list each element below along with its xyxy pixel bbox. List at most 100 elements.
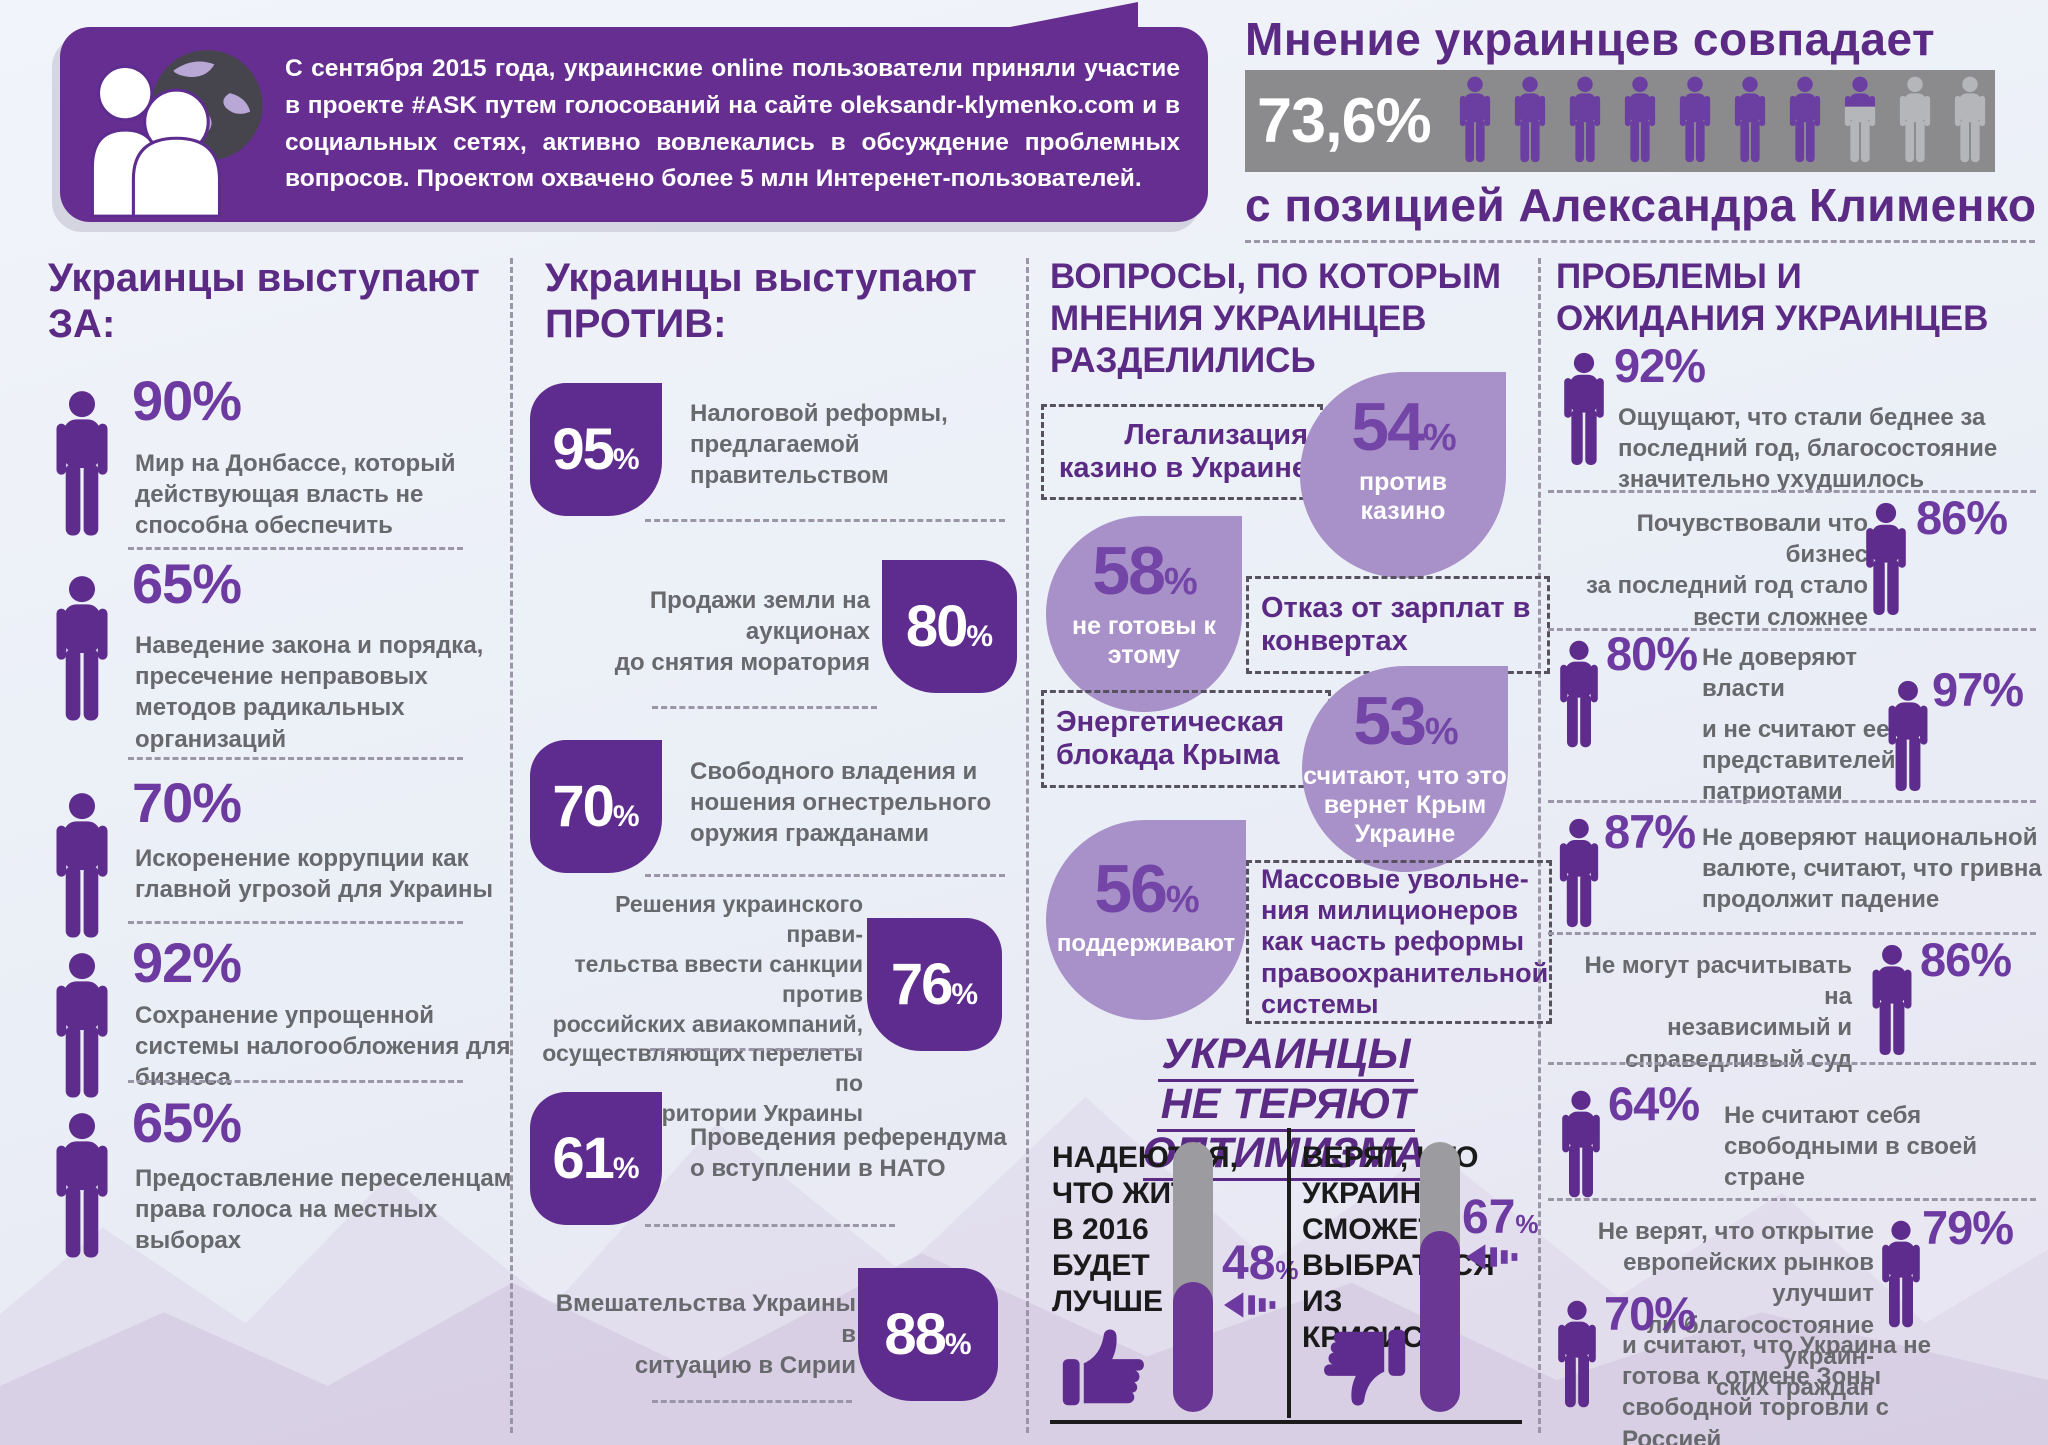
- optimism-right-percent: 67%: [1462, 1191, 1539, 1244]
- percent-sign: %: [612, 442, 640, 476]
- protiv-percent: 88: [884, 1302, 946, 1367]
- optimism-right-gauge: [1420, 1142, 1460, 1412]
- protiv-text: Вмешательства Украины в ситуацию в Сирии: [555, 1290, 856, 1380]
- person-icon: [1950, 76, 1990, 166]
- thumb-down-icon: [1305, 1315, 1413, 1420]
- person-icon: [1858, 502, 1914, 620]
- split-percent: 54%: [1351, 389, 1456, 465]
- percent-sign: %: [944, 1327, 972, 1361]
- match-percent-bar: 73,6%: [1245, 70, 1995, 172]
- problem-text: Не считают себя свободными в своей стран…: [1724, 1102, 1977, 1192]
- protiv-stat-shape: 70%: [530, 740, 662, 873]
- separator: [1548, 800, 2036, 803]
- person-icon: [1552, 818, 1606, 932]
- separator: [1548, 490, 2036, 493]
- za-percent: 70%: [132, 771, 242, 834]
- problem-text: Ощущают, что стали беднее за последний г…: [1618, 404, 1998, 494]
- person-icon: [1730, 76, 1770, 166]
- person-icon-partial: [1840, 76, 1880, 166]
- protiv-stat-shape: 76%: [867, 918, 1002, 1051]
- person-icon: [1565, 76, 1605, 166]
- separator: [652, 706, 877, 709]
- people-pictogram: [1455, 76, 1990, 166]
- percent-sign: %: [951, 977, 979, 1011]
- person-icon: [1840, 76, 1880, 107]
- separator: [645, 519, 1005, 522]
- column-divider: [510, 258, 513, 1433]
- separator: [652, 1400, 852, 1403]
- person-icon: [1785, 76, 1825, 166]
- za-percent: 65%: [132, 552, 242, 615]
- person-icon: [1675, 76, 1715, 166]
- percent-sign: %: [612, 1151, 640, 1185]
- match-percent-value: 73,6%: [1257, 86, 1432, 156]
- separator: [1548, 628, 2036, 631]
- za-text: Сохранение упрощенной системы налогообло…: [135, 1002, 511, 1092]
- protiv-percent: 80: [905, 594, 968, 659]
- percent-sign: %: [966, 619, 994, 653]
- za-text: Наведение закона и порядка, пресечение н…: [135, 632, 484, 753]
- protiv-percent: 76: [890, 952, 953, 1017]
- protiv-text: Свободного владения и ношения огнестрель…: [690, 758, 992, 848]
- column-divider: [1538, 258, 1541, 1433]
- split-percent: 56%: [1094, 851, 1199, 927]
- column-divider: [1026, 258, 1029, 1433]
- person-icon: [1895, 76, 1935, 166]
- intro-text: С сентября 2015 года, украинские online …: [285, 55, 1180, 193]
- split-question-box: Массовые увольне- ния милиционеров как ч…: [1246, 860, 1552, 1024]
- protiv-percent: 61: [552, 1126, 614, 1191]
- person-icon: [1620, 76, 1660, 166]
- person-icon: [1880, 680, 1936, 796]
- person-icon: [1556, 352, 1612, 470]
- person-icon: [46, 575, 118, 727]
- za-percent: 90%: [132, 369, 242, 432]
- protiv-text: Продажи земли на аукционах до снятия мор…: [614, 587, 870, 677]
- person-icon: [46, 792, 118, 944]
- split-label: против казино: [1358, 468, 1447, 525]
- person-icon: [46, 1112, 118, 1264]
- person-icon: [1864, 944, 1920, 1060]
- gauge-fill: [1173, 1282, 1213, 1412]
- col-za-title: Украинцы выступают ЗА:: [48, 256, 480, 346]
- problem-percent: 70%: [1604, 1287, 1696, 1340]
- percent-sign: %: [612, 799, 640, 833]
- problem-text: и считают, что Украина не готова к отмен…: [1622, 1332, 1931, 1445]
- problem-percent: 97%: [1932, 663, 2024, 716]
- za-percent: 92%: [132, 931, 242, 994]
- problem-percent: 87%: [1604, 805, 1696, 858]
- gauge-fill: [1420, 1231, 1460, 1412]
- split-stat-circle: 56% поддерживают: [1046, 820, 1246, 1020]
- split-label: поддерживают: [1056, 930, 1236, 957]
- problem-text: Не могут расчитывать на независимый и сп…: [1584, 952, 1852, 1073]
- optimism-title-line1: УКРАИНЦЫ: [1040, 1030, 1532, 1082]
- optimism-divider: [1287, 1128, 1291, 1418]
- person-icon: [1554, 1090, 1608, 1202]
- person-icon: [1552, 640, 1606, 752]
- separator: [128, 757, 463, 760]
- za-text: Искоренение коррупции как главной угрозо…: [135, 845, 494, 904]
- protiv-text: Проведения референдума о вступлении в НА…: [690, 1124, 1007, 1183]
- split-label: не готовы к этому: [1071, 612, 1217, 669]
- split-stat-circle: 58% не готовы к этому: [1046, 516, 1242, 712]
- optimism-left-percent: 48%: [1222, 1237, 1299, 1290]
- person-icon: [1510, 76, 1550, 166]
- split-question-box: Легализация казино в Украине: [1041, 404, 1323, 500]
- problem-percent: 79%: [1922, 1201, 2014, 1254]
- za-percent: 65%: [132, 1091, 242, 1154]
- split-question-box: Энергетическая блокада Крыма: [1041, 690, 1331, 788]
- protiv-stat-shape: 61%: [530, 1092, 662, 1225]
- protiv-stat-shape: 80%: [882, 560, 1017, 693]
- problem-percent: 86%: [1920, 933, 2012, 986]
- split-percent: 53%: [1353, 683, 1458, 759]
- header-divider: [1245, 240, 2035, 243]
- separator: [645, 874, 1005, 877]
- separator: [1548, 932, 2036, 935]
- optimism-title-line2: НЕ ТЕРЯЮТ ОПТИМИЗМА: [1040, 1080, 1532, 1181]
- split-stat-circle: 54% против казино: [1300, 372, 1506, 578]
- problem-percent: 80%: [1606, 627, 1698, 680]
- split-stat-circle: 53% считают, что это вернет Крым Украине: [1302, 666, 1508, 872]
- col-problems-title: ПРОБЛЕМЫ И ОЖИДАНИЯ УКРАИНЦЕВ: [1556, 257, 1989, 338]
- separator: [128, 1080, 463, 1083]
- person-icon: [1550, 1300, 1604, 1412]
